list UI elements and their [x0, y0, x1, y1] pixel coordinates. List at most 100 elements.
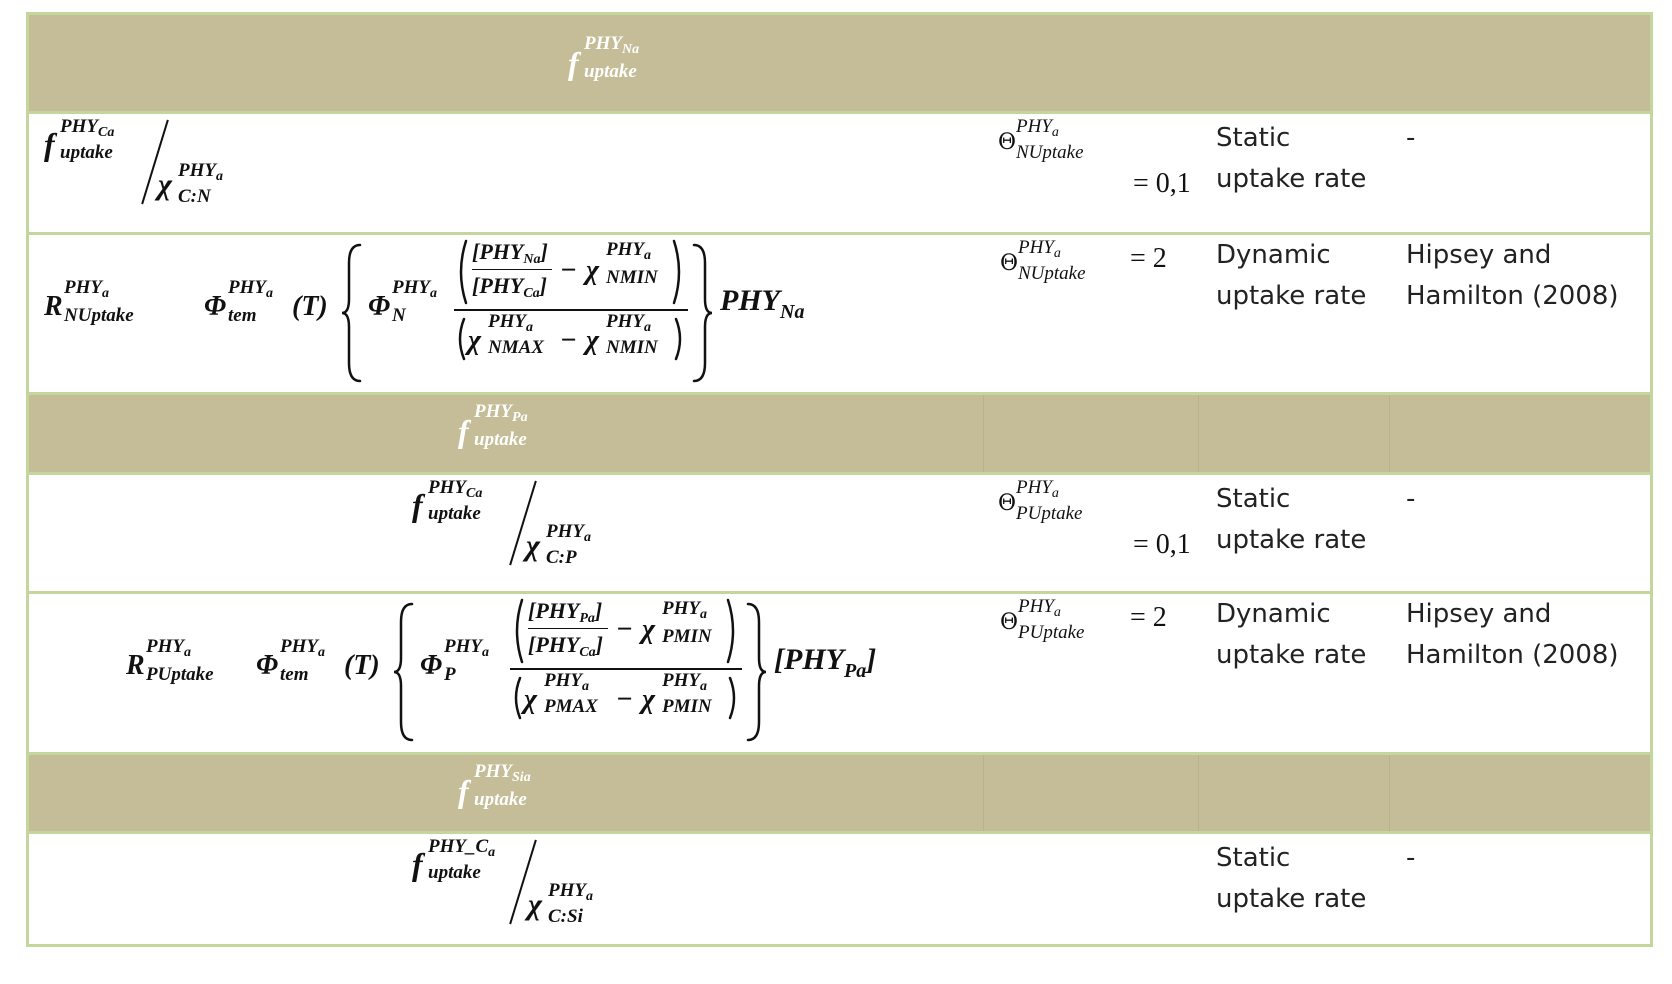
- math-token: uptake rate: [1216, 164, 1367, 194]
- math-token: Θ: [1000, 251, 1019, 276]
- math-token: a: [184, 645, 191, 660]
- uptake-type: Static uptake rate: [1216, 118, 1366, 200]
- math-token: = 0,1: [1133, 529, 1191, 560]
- math-token: a: [632, 42, 640, 57]
- math-glyph: PHYPa: [474, 401, 528, 425]
- left-paren-icon: [459, 239, 468, 305]
- math-token: [PHY: [774, 643, 844, 676]
- math-glyph: PHYa: [606, 311, 651, 335]
- math-token: a: [216, 169, 223, 184]
- table-row-p-static: f PHYCa uptake χ PHYa C:P Θ PHYa PUptake…: [28, 472, 1651, 591]
- math-glyph: [746, 602, 767, 742]
- math-token: PHY: [546, 521, 584, 542]
- math-token: tem: [228, 305, 257, 326]
- math-token: PHY: [1018, 596, 1054, 617]
- math-token: a: [582, 679, 589, 694]
- math-token: NUptake: [1016, 142, 1084, 163]
- math-glyph: [PHYCa]: [528, 632, 603, 662]
- math-glyph: [692, 243, 713, 383]
- math-token: a: [584, 530, 591, 545]
- math-token: a: [523, 770, 531, 785]
- math-token: PMAX: [544, 696, 598, 717]
- math-token: NMAX: [488, 337, 544, 358]
- math-token: NMIN: [606, 337, 658, 358]
- math-token: a: [533, 252, 541, 267]
- math-token: PHY: [228, 277, 266, 298]
- sub: uptake: [584, 61, 637, 82]
- math-glyph: PHYa: [1016, 116, 1059, 140]
- math-token: a: [794, 301, 805, 323]
- math-glyph: [672, 239, 681, 305]
- math-token: Θ: [998, 491, 1017, 516]
- math-token: [PHY: [472, 239, 524, 264]
- math-glyph: [726, 598, 735, 664]
- math-token: PHY: [60, 116, 98, 137]
- math-token: PHY: [548, 880, 586, 901]
- math-token: χ: [586, 325, 600, 356]
- math-token: −: [560, 325, 577, 356]
- math-token: [PHY: [528, 632, 580, 657]
- math-token: (T): [344, 650, 380, 681]
- math-token: P: [843, 660, 857, 682]
- math-glyph: [PHYPa]: [774, 642, 877, 682]
- math-token: PHY: [178, 160, 216, 181]
- math-token: a: [532, 286, 540, 301]
- right-paren-icon: [728, 676, 736, 720]
- math-glyph: PHYa: [1018, 596, 1061, 620]
- math-token: a: [644, 248, 651, 263]
- math-token: Hamilton (2008): [1406, 640, 1619, 670]
- math-token: a: [107, 125, 115, 140]
- math-token: NUptake: [64, 305, 134, 326]
- math-token: R: [126, 650, 145, 681]
- math-glyph: PHYa: [64, 277, 109, 301]
- uptake-type: Static uptake rate: [1216, 479, 1366, 561]
- math-glyph: [393, 602, 414, 742]
- math-token: PHY: [488, 311, 526, 332]
- math-glyph: PHYa: [1018, 237, 1061, 261]
- math-token: PHY: [662, 598, 700, 619]
- math-token: ]: [595, 632, 603, 657]
- math-token: uptake: [474, 789, 527, 810]
- math-token: Dynamic: [1216, 599, 1331, 629]
- math-token: PHY: [1016, 477, 1052, 498]
- math-token: N: [780, 301, 795, 323]
- header-formula: f PHYNa uptake: [568, 33, 688, 93]
- math-token: a: [266, 286, 273, 301]
- math-token: N: [622, 42, 633, 57]
- math-token: PHY: [544, 670, 582, 691]
- header-formula: f PHYPa uptake: [458, 401, 578, 461]
- left-brace-icon: [341, 243, 362, 383]
- math-glyph: [1198, 395, 1199, 472]
- math-token: C: [523, 286, 533, 301]
- math-token: χ: [526, 529, 540, 562]
- math-token: PHY: [606, 239, 644, 260]
- math-glyph: PHYa: [178, 160, 223, 184]
- math-glyph: [1198, 755, 1199, 831]
- sup: PHYNa: [584, 33, 639, 57]
- dynamic-uptake-formula: R PHYa PUptake Φ PHYa tem (T) Φ PHYa P […: [126, 594, 926, 750]
- math-token: Static: [1216, 843, 1291, 873]
- math-glyph: [PHYPa]: [528, 598, 602, 628]
- math-token: ]: [866, 643, 877, 676]
- math-token: a: [856, 660, 867, 682]
- math-token: uptake: [60, 142, 113, 163]
- math-glyph: [528, 628, 608, 629]
- math-token: a: [1051, 125, 1059, 140]
- uptake-type: Dynamic uptake rate: [1216, 594, 1366, 676]
- math-token: PUptake: [1018, 622, 1085, 643]
- table-row-si-static: f PHY_Ca uptake χ PHYa C:Si Static uptake…: [28, 831, 1651, 946]
- math-token: a: [488, 845, 496, 860]
- math-glyph: PHYa: [548, 880, 593, 904]
- math-token: uptake rate: [1216, 525, 1367, 555]
- math-glyph: [514, 676, 522, 720]
- math-token: N: [523, 252, 534, 267]
- math-token: χ: [158, 168, 172, 201]
- math-token: a: [1053, 605, 1061, 620]
- math-glyph: [PHYNa]: [472, 239, 548, 269]
- math-token: χ: [468, 325, 482, 356]
- math-token: PHY: [64, 277, 102, 298]
- math-glyph: PHYCa: [428, 477, 482, 501]
- math-token: N: [392, 305, 406, 326]
- math-token: χ: [524, 684, 538, 715]
- right-brace-icon: [692, 243, 713, 383]
